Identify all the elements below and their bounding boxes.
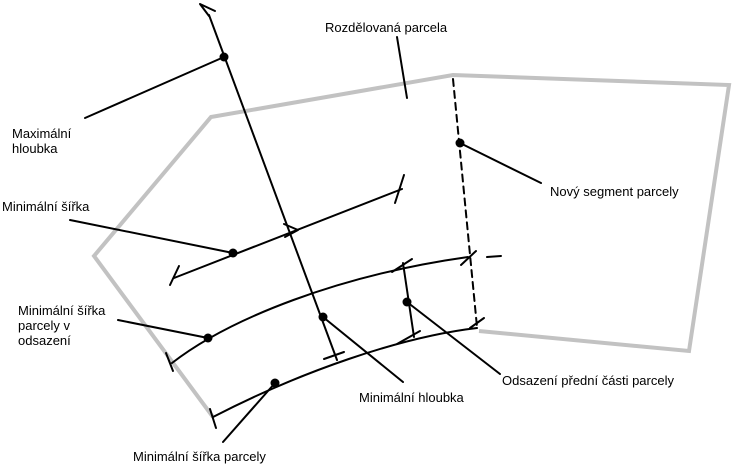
leader-novy-segment-parcely xyxy=(459,142,542,184)
tick-front-arc-left-end xyxy=(209,408,217,429)
anchor-dot-front-offset xyxy=(402,297,412,307)
new-segment-dashed-line xyxy=(452,78,478,328)
max-depth-arrowhead-icon xyxy=(199,3,216,17)
anchor-dot-min-depth xyxy=(318,312,328,322)
label-minimalni-hloubka: Minimální hloubka xyxy=(359,390,465,405)
label-maximalni-hloubka-line2: hloubka xyxy=(12,141,58,156)
tick-min-width-at-axis-crossing xyxy=(283,223,299,238)
label-minimalni-sirka-v-odsazeni-line2: parcely v xyxy=(18,318,71,333)
leader-maximalni-hloubka xyxy=(84,56,225,119)
label-rozdelovana-parcela: Rozdělovaná parcela xyxy=(325,20,448,35)
leader-minimalni-sirka-v-odsazeni xyxy=(117,319,209,339)
leader-minimalni-hloubka xyxy=(322,316,404,383)
label-odsazeni-predni-casti-parcely: Odsazení přední části parcely xyxy=(502,373,674,388)
label-maximalni-hloubka-line1: Maximální xyxy=(12,126,72,141)
leader-minimalni-sirka-parcely xyxy=(222,382,276,443)
tick-front-offset-bottom xyxy=(396,330,421,345)
label-minimalni-sirka-v-odsazeni-line3: odsazení xyxy=(18,333,71,348)
anchor-dot-min-width-setback xyxy=(203,333,213,343)
leader-rozdelovana-parcela xyxy=(396,36,408,99)
tick-min-width-left-end xyxy=(169,265,180,286)
anchor-dot-min-width xyxy=(228,248,238,258)
anchor-dot-max-depth xyxy=(219,52,229,62)
label-minimalni-sirka: Minimální šířka xyxy=(2,199,90,214)
tick-setback-arc-right-end xyxy=(460,250,477,266)
leader-odsazeni-predni-casti xyxy=(406,301,501,375)
parcel-boundary-polyline xyxy=(91,72,732,419)
tick-max-depth-at-front-line xyxy=(323,351,345,360)
anchor-dot-new-segment xyxy=(455,138,465,148)
setback-line-arc xyxy=(171,256,469,364)
tick-dashed-line-bottom-end xyxy=(469,317,485,329)
setback-line-extension-dash xyxy=(486,255,502,258)
label-novy-segment-parcely: Nový segment parcely xyxy=(550,184,679,199)
leader-minimalni-sirka xyxy=(69,219,234,254)
label-minimalni-sirka-v-odsazeni-line1: Minimální šířka xyxy=(18,303,106,318)
min-width-dimension-line xyxy=(173,188,403,279)
anchor-dot-min-parcel-width xyxy=(270,378,280,388)
label-minimalni-sirka-parcely: Minimální šířka parcely xyxy=(133,449,266,464)
tick-setback-arc-left-end xyxy=(165,352,174,372)
tick-front-offset-top xyxy=(391,258,413,273)
tick-min-width-right-end xyxy=(394,174,405,204)
max-depth-dimension-line xyxy=(208,14,338,361)
